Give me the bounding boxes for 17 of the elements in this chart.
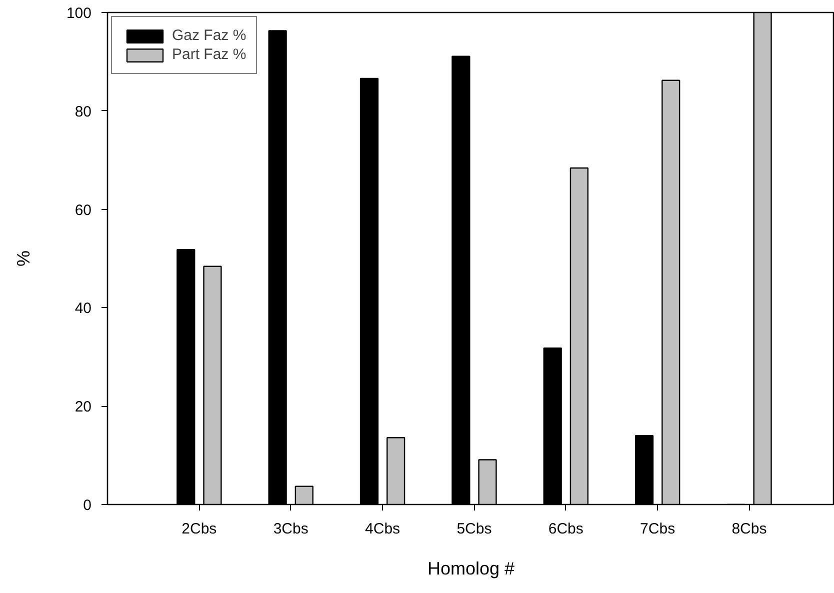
x-tick-label: 3Cbs <box>273 520 308 538</box>
legend-label: Gaz Faz % <box>172 27 246 44</box>
x-axis-title: Homolog # <box>427 558 515 578</box>
y-tick-label: 60 <box>74 202 92 219</box>
x-tick-label: 6Cbs <box>548 520 584 538</box>
x-tick-label: 4Cbs <box>365 520 400 538</box>
x-tick-label: 7Cbs <box>640 520 676 538</box>
y-tick-label: 100 <box>66 5 92 22</box>
y-tick-label: 0 <box>83 497 92 514</box>
y-tick-label: 80 <box>74 103 92 120</box>
x-tick-label: 5Cbs <box>456 520 492 538</box>
y-axis-title: % <box>13 250 34 266</box>
y-tick-label: 40 <box>74 300 92 318</box>
legend-label: Part Faz % <box>172 46 246 63</box>
x-tick-label: 2Cbs <box>182 520 217 538</box>
y-tick-label: 20 <box>74 398 92 416</box>
x-tick-label: 8Cbs <box>732 520 767 538</box>
